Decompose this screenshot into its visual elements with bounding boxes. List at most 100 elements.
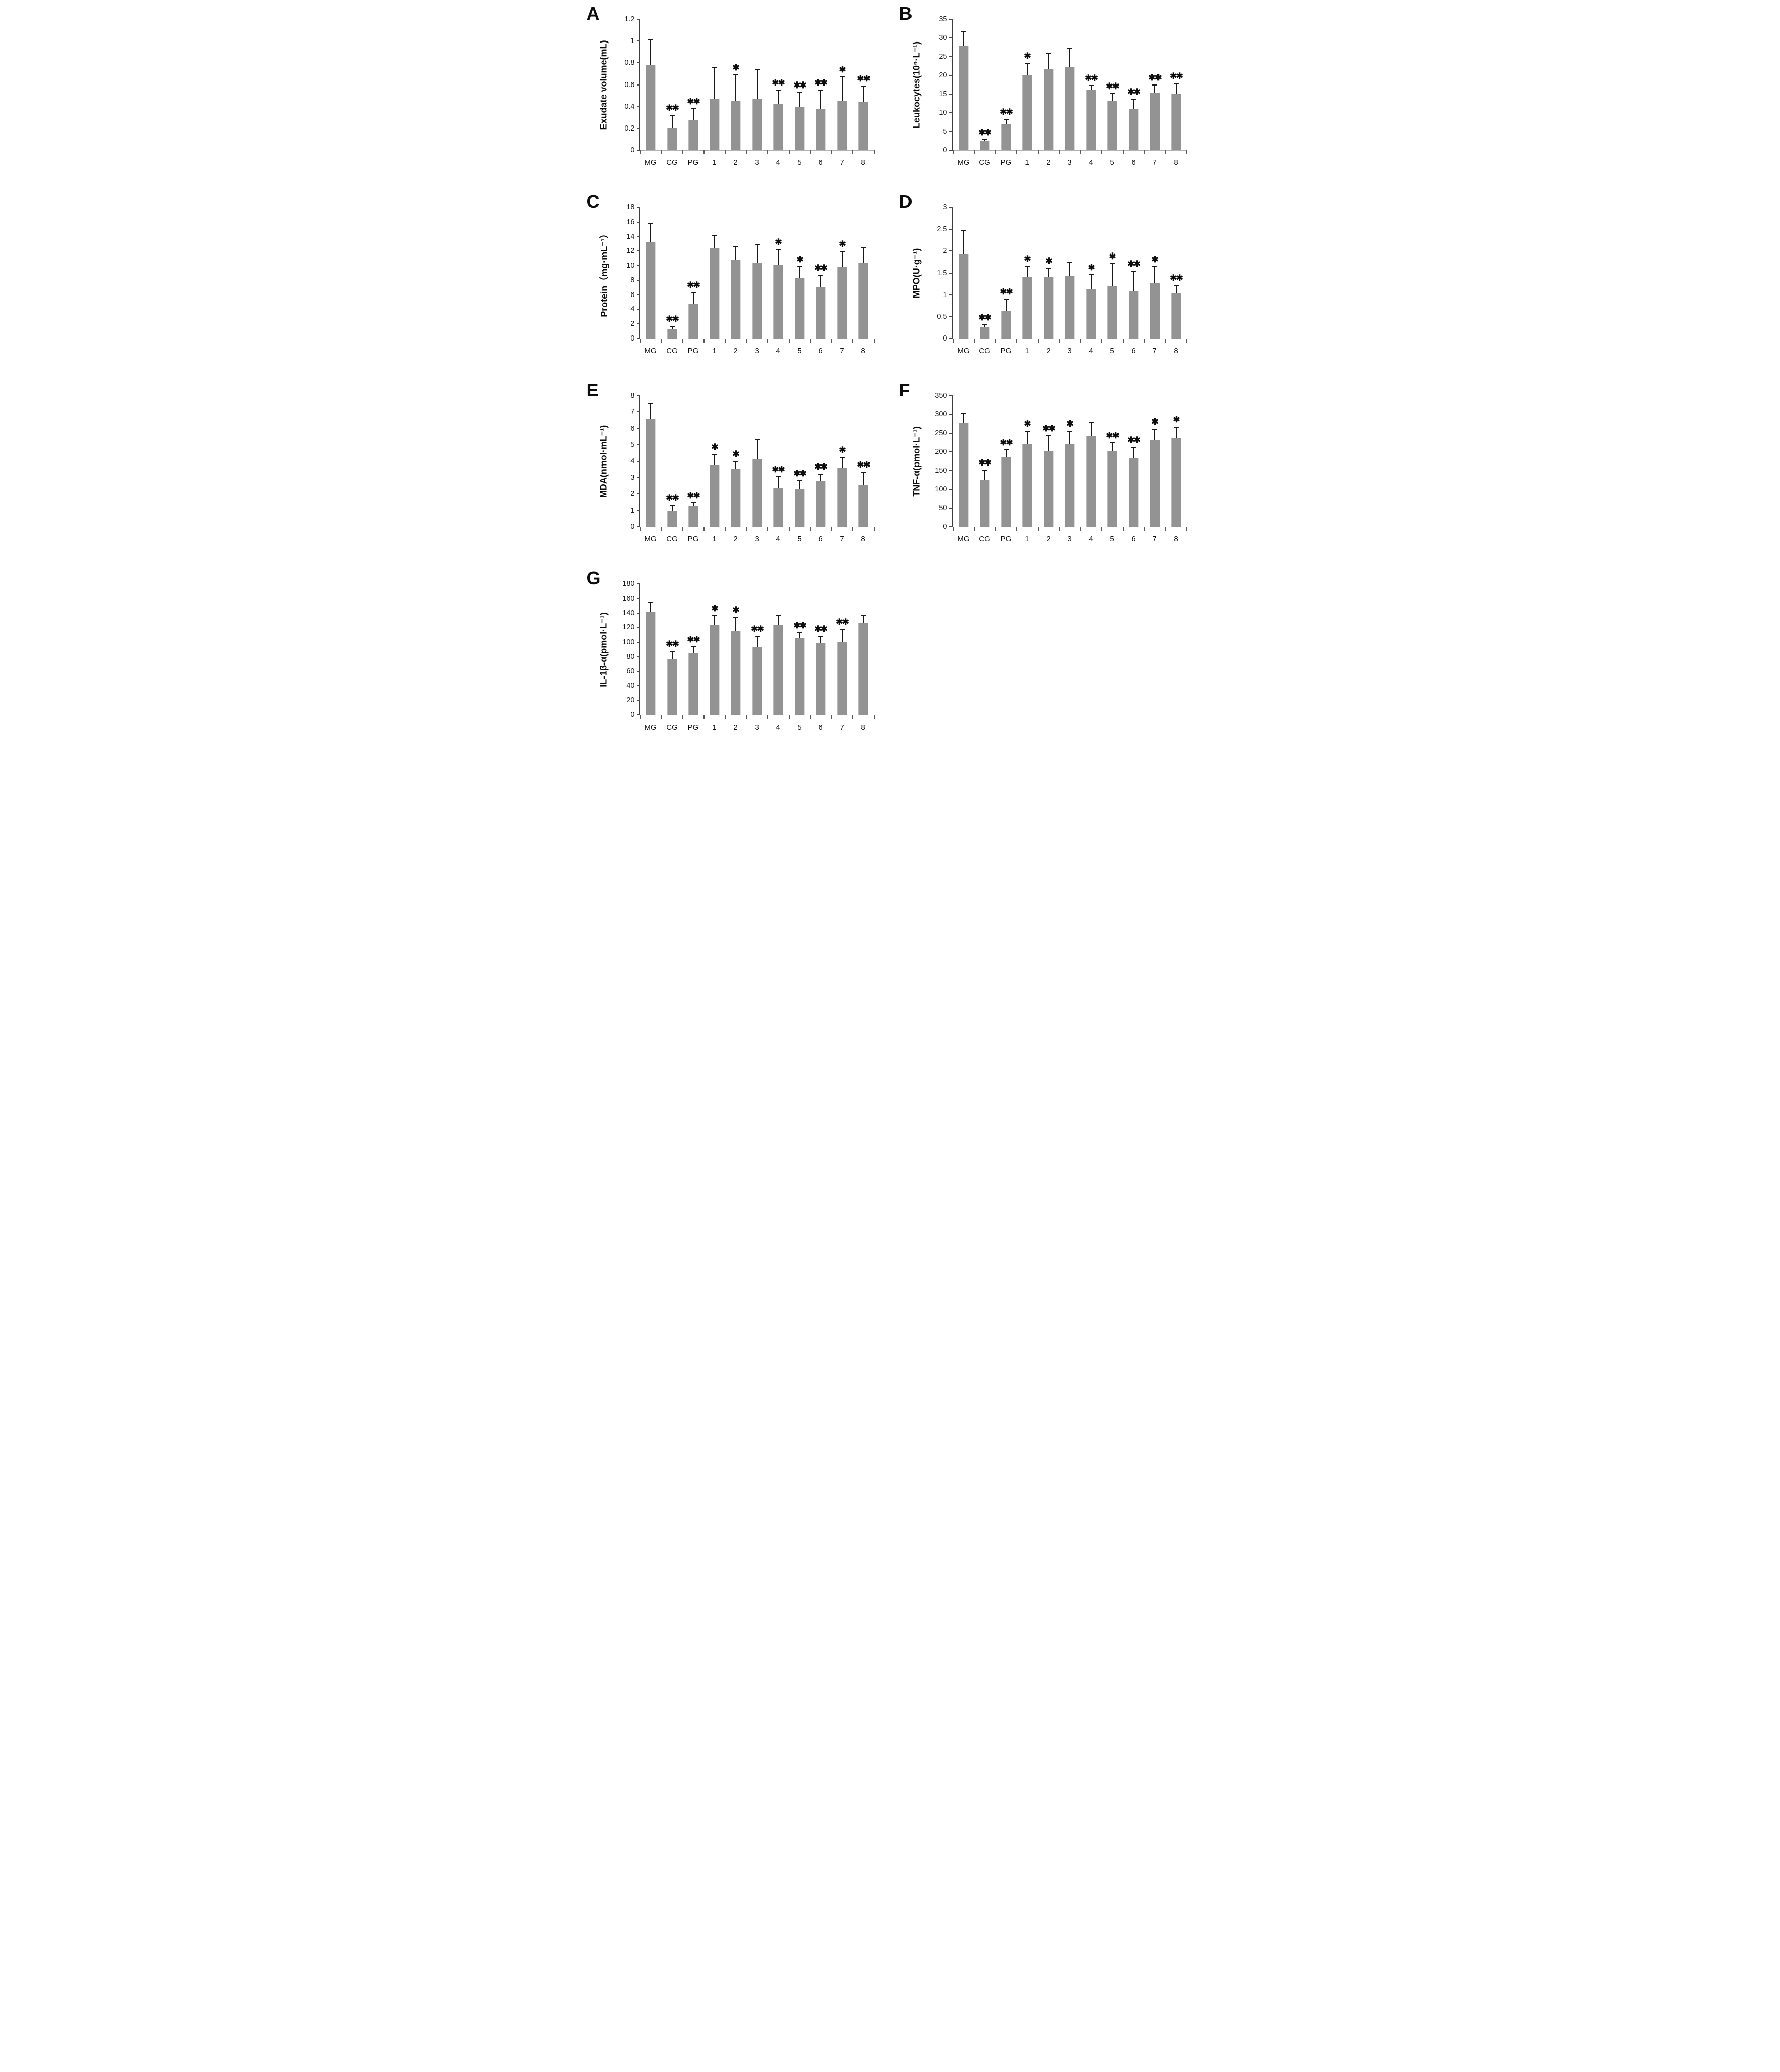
bar-2 <box>730 631 741 715</box>
x-axis-tick <box>809 339 811 343</box>
error-bar-cap <box>860 247 866 248</box>
y-tick-label: 350 <box>935 392 947 400</box>
x-category-label: 8 <box>861 347 865 355</box>
x-axis-tick <box>831 150 832 154</box>
bar-5 <box>1107 451 1117 527</box>
y-tick-label: 100 <box>935 485 947 493</box>
error-bar-cap <box>1173 82 1179 84</box>
significance-marker: ✱✱ <box>978 127 991 137</box>
error-bar-cap <box>669 504 675 506</box>
x-category-label: 3 <box>755 158 759 167</box>
error-bar <box>1154 85 1155 93</box>
x-category-label: 4 <box>1089 535 1093 543</box>
figure: A Exudate volume(mL) 0 0.2 0.4 0.6 0.8 1 1.2 MG ✱✱… <box>583 0 1198 758</box>
error-bar-cap <box>754 244 760 245</box>
error-bar-cap <box>648 402 653 404</box>
bar-7 <box>1149 440 1160 527</box>
error-bar <box>1026 431 1028 445</box>
panel-F: F TNF-α(pmol·L⁻¹) 0 50 100 150 200 250 300 350 MG ✱… <box>899 379 1194 555</box>
error-bar <box>756 69 758 99</box>
x-category-label: CG <box>666 158 678 167</box>
y-axis-tick <box>949 414 953 415</box>
significance-marker: ✱ <box>839 65 846 75</box>
error-bar-cap <box>712 453 717 455</box>
bar-7 <box>837 641 847 715</box>
error-bar-cap <box>1067 48 1072 50</box>
x-axis-tick <box>660 527 662 531</box>
y-axis-tick <box>636 685 640 687</box>
y-axis-label: Protein（mg·mL⁻¹） <box>599 229 609 317</box>
x-category-label: 5 <box>1110 158 1114 167</box>
y-tick-label: 10 <box>626 262 635 270</box>
error-bar <box>862 472 864 485</box>
y-tick-label: 0.5 <box>937 312 947 321</box>
bar-3 <box>1064 444 1075 527</box>
y-axis-tick <box>636 714 640 715</box>
y-axis-tick <box>949 94 953 95</box>
bar-CG <box>979 327 990 339</box>
bar-6 <box>1128 290 1139 339</box>
x-axis-tick <box>1186 527 1187 531</box>
x-axis-tick <box>703 339 705 343</box>
x-axis-tick <box>1058 527 1060 531</box>
x-axis-tick <box>831 527 832 531</box>
plot-area: 0 0.2 0.4 0.6 0.8 1 1.2 MG ✱✱ CG ✱✱ PG 1 ✱ 2 3 ✱✱ 4 ✱✱ 5 ✱✱ 6… <box>624 15 875 167</box>
x-category-label: PG <box>687 158 699 167</box>
bar-8 <box>858 485 868 527</box>
error-bar <box>1090 422 1092 436</box>
y-tick-label: 0 <box>943 523 947 531</box>
error-bar <box>756 439 758 459</box>
bar-MG <box>958 423 969 527</box>
significance-marker: ✱ <box>1024 253 1031 264</box>
error-bar <box>1111 93 1113 101</box>
error-bar <box>820 90 821 109</box>
x-axis-tick <box>1186 339 1187 343</box>
y-axis-tick <box>949 250 953 252</box>
x-axis-tick <box>1058 339 1060 343</box>
error-bar <box>777 477 779 488</box>
bar-CG <box>667 511 677 527</box>
error-bar-cap <box>1173 427 1179 428</box>
y-axis-label: Exudate volume(mL) <box>598 40 608 130</box>
y-tick-label: 0 <box>943 146 947 154</box>
x-axis-tick <box>682 150 683 154</box>
x-axis-tick <box>873 715 875 719</box>
x-category-label: 8 <box>861 158 865 167</box>
significance-marker: ✱✱ <box>687 491 700 501</box>
error-bar <box>799 266 800 278</box>
error-bar-cap <box>733 461 738 462</box>
x-axis-tick <box>873 339 875 343</box>
x-category-label: 7 <box>840 535 844 543</box>
error-bar <box>714 67 715 99</box>
x-axis-tick <box>788 339 790 343</box>
y-axis-tick <box>636 294 640 295</box>
y-axis-tick <box>636 309 640 310</box>
x-category-label: 4 <box>1089 347 1093 355</box>
significance-marker: ✱✱ <box>857 73 870 83</box>
bar-MG <box>645 65 656 150</box>
error-bar-cap <box>1131 447 1136 448</box>
x-category-label: 8 <box>1174 535 1178 543</box>
error-bar <box>963 230 964 254</box>
error-bar <box>862 86 864 103</box>
y-tick-label: 250 <box>935 429 947 437</box>
significance-marker: ✱ <box>1024 418 1031 429</box>
significance-marker: ✱ <box>732 63 739 73</box>
bar-7 <box>837 468 847 527</box>
y-tick-label: 0 <box>943 334 947 343</box>
y-axis-tick <box>636 19 640 20</box>
y-tick-label: 160 <box>622 594 635 603</box>
x-axis-tick <box>1143 339 1145 343</box>
y-axis-tick <box>636 627 640 628</box>
error-bar <box>1005 119 1007 124</box>
error-bar-cap <box>797 266 802 267</box>
bar-3 <box>752 263 762 339</box>
y-tick-label: 0 <box>630 711 635 719</box>
x-category-label: 2 <box>733 158 738 167</box>
x-category-label: 6 <box>818 535 823 543</box>
error-bar <box>735 617 736 631</box>
significance-marker: ✱✱ <box>836 617 849 627</box>
error-bar-cap <box>712 615 717 617</box>
x-axis-tick <box>682 527 683 531</box>
error-bar-cap <box>648 601 653 603</box>
